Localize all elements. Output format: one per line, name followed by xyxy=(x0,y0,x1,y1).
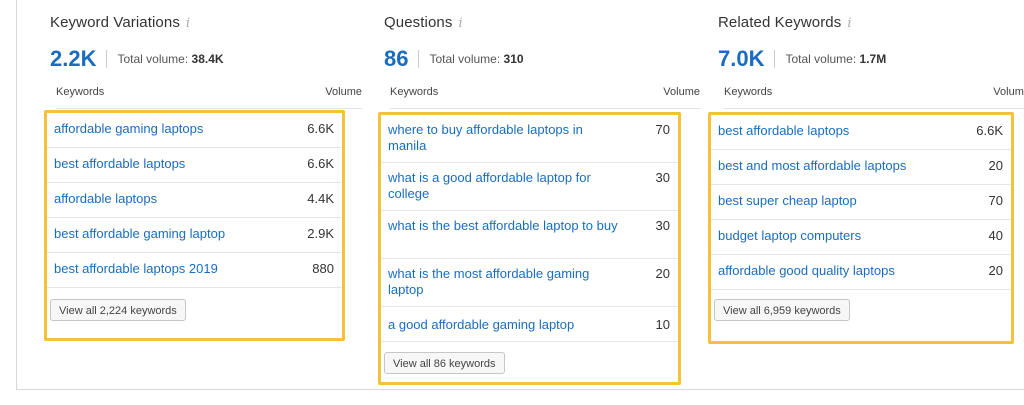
keyword-link[interactable]: affordable good quality laptops xyxy=(718,263,895,278)
keyword-count[interactable]: 2.2K xyxy=(50,46,97,71)
panel-title-text: Questions xyxy=(384,14,453,31)
total-volume-label: Total volume: xyxy=(429,52,501,66)
info-icon[interactable]: i xyxy=(847,16,852,31)
total-volume-value: 310 xyxy=(503,52,524,66)
highlight-box: affordable gaming laptops 6.6K best affor… xyxy=(44,110,345,341)
table-header: Keywords Volume xyxy=(56,86,362,109)
total-volume-label: Total volume: xyxy=(117,52,189,66)
volume-value: 20 xyxy=(988,263,1003,278)
keyword-link[interactable]: best affordable laptops xyxy=(54,156,186,171)
keyword-link[interactable]: what is a good affordable laptop for col… xyxy=(388,170,591,201)
keyword-count[interactable]: 86 xyxy=(384,46,409,71)
keyword-link[interactable]: best super cheap laptop xyxy=(718,193,857,208)
keyword-link[interactable]: best affordable laptops xyxy=(718,123,850,138)
table-row: affordable gaming laptops 6.6K xyxy=(47,113,342,148)
total-volume-value: 38.4K xyxy=(191,52,224,66)
keyword-link[interactable]: best affordable laptops 2019 xyxy=(54,261,218,276)
keyword-link[interactable]: affordable gaming laptops xyxy=(54,121,204,136)
panel-title: Related Keywords i xyxy=(718,14,852,31)
col-keywords: Keywords xyxy=(724,86,773,98)
keyword-link[interactable]: a good affordable gaming laptop xyxy=(388,317,575,332)
volume-value: 6.6K xyxy=(307,156,334,171)
panel-title: Keyword Variations i xyxy=(50,14,190,31)
table-row: best affordable laptops 6.6K xyxy=(711,115,1011,150)
table-row: best affordable laptops 2019 880 xyxy=(47,253,342,288)
table-row: best and most affordable laptops 20 xyxy=(711,150,1011,185)
frame-left-border xyxy=(16,0,17,390)
table-row: budget laptop computers 40 xyxy=(711,220,1011,255)
col-volume: Volume xyxy=(663,86,700,98)
volume-value: 2.9K xyxy=(307,226,334,241)
total-volume: Total volume: 310 xyxy=(429,52,523,66)
frame-bottom-border xyxy=(16,389,1024,390)
total-volume-value: 1.7M xyxy=(859,52,887,66)
table-row: what is the most affordable gaming lapto… xyxy=(381,259,678,307)
info-icon[interactable]: i xyxy=(185,16,191,31)
panel-stats: 7.0K Total volume: 1.7M xyxy=(718,44,886,74)
keyword-count[interactable]: 7.0K xyxy=(718,46,765,71)
volume-value: 6.6K xyxy=(307,121,334,136)
table-row: what is a good affordable laptop for col… xyxy=(381,163,678,211)
volume-value: 4.4K xyxy=(307,191,334,206)
total-volume: Total volume: 38.4K xyxy=(117,52,223,66)
info-icon[interactable]: i xyxy=(458,16,463,31)
col-volume: Volume xyxy=(325,86,362,98)
table-header: Keywords Volume xyxy=(724,86,1024,109)
volume-value: 30 xyxy=(655,170,670,185)
table-row: a good affordable gaming laptop 10 xyxy=(381,307,678,342)
keyword-link[interactable]: what is the best affordable laptop to bu… xyxy=(388,218,618,233)
panel-stats: 2.2K Total volume: 38.4K xyxy=(50,44,224,74)
volume-value: 880 xyxy=(312,261,334,276)
table-row: where to buy affordable laptops in manil… xyxy=(381,115,678,163)
table-row: best affordable gaming laptop 2.9K xyxy=(47,218,342,253)
table-header: Keywords Volume xyxy=(390,86,700,109)
table-row: what is the best affordable laptop to bu… xyxy=(381,211,678,259)
keyword-link[interactable]: affordable laptops xyxy=(54,191,158,206)
keyword-link[interactable]: best affordable gaming laptop xyxy=(54,226,226,241)
volume-value: 70 xyxy=(988,193,1003,208)
table-row: best affordable laptops 6.6K xyxy=(47,148,342,183)
col-keywords: Keywords xyxy=(56,86,105,98)
panel-stats: 86 Total volume: 310 xyxy=(384,44,524,74)
panel-title: Questions i xyxy=(384,14,463,31)
keyword-list: where to buy affordable laptops in manil… xyxy=(381,115,678,342)
volume-value: 40 xyxy=(988,228,1003,243)
table-row: affordable laptops 4.4K xyxy=(47,183,342,218)
volume-value: 20 xyxy=(655,266,670,281)
table-row: best super cheap laptop 70 xyxy=(711,185,1011,220)
view-all-button[interactable]: View all 86 keywords xyxy=(384,352,505,374)
total-volume-label: Total volume: xyxy=(785,52,857,66)
divider xyxy=(774,50,776,68)
volume-value: 20 xyxy=(988,158,1003,173)
divider xyxy=(418,50,420,68)
divider xyxy=(106,50,108,68)
volume-value: 70 xyxy=(655,122,670,137)
keyword-link[interactable]: what is the most affordable gaming lapto… xyxy=(388,266,590,297)
volume-value: 6.6K xyxy=(976,123,1003,138)
highlight-box: best affordable laptops 6.6K best and mos… xyxy=(708,112,1014,344)
volume-value: 30 xyxy=(655,218,670,233)
keyword-link[interactable]: where to buy affordable laptops in manil… xyxy=(388,122,583,153)
view-all-button[interactable]: View all 2,224 keywords xyxy=(50,299,186,321)
keyword-link[interactable]: budget laptop computers xyxy=(718,228,862,243)
keyword-list: affordable gaming laptops 6.6K best affor… xyxy=(47,113,342,288)
keyword-link[interactable]: best and most affordable laptops xyxy=(718,158,907,173)
volume-value: 10 xyxy=(655,317,670,332)
panel-title-text: Keyword Variations xyxy=(50,14,180,31)
view-all-button[interactable]: View all 6,959 keywords xyxy=(714,299,850,321)
col-keywords: Keywords xyxy=(390,86,439,98)
col-volume: Volume xyxy=(993,86,1024,98)
table-row: affordable good quality laptops 20 xyxy=(711,255,1011,290)
keyword-list: best affordable laptops 6.6K best and mos… xyxy=(711,115,1011,290)
panel-title-text: Related Keywords xyxy=(718,14,842,31)
highlight-box: where to buy affordable laptops in manil… xyxy=(378,112,681,385)
total-volume: Total volume: 1.7M xyxy=(785,52,886,66)
